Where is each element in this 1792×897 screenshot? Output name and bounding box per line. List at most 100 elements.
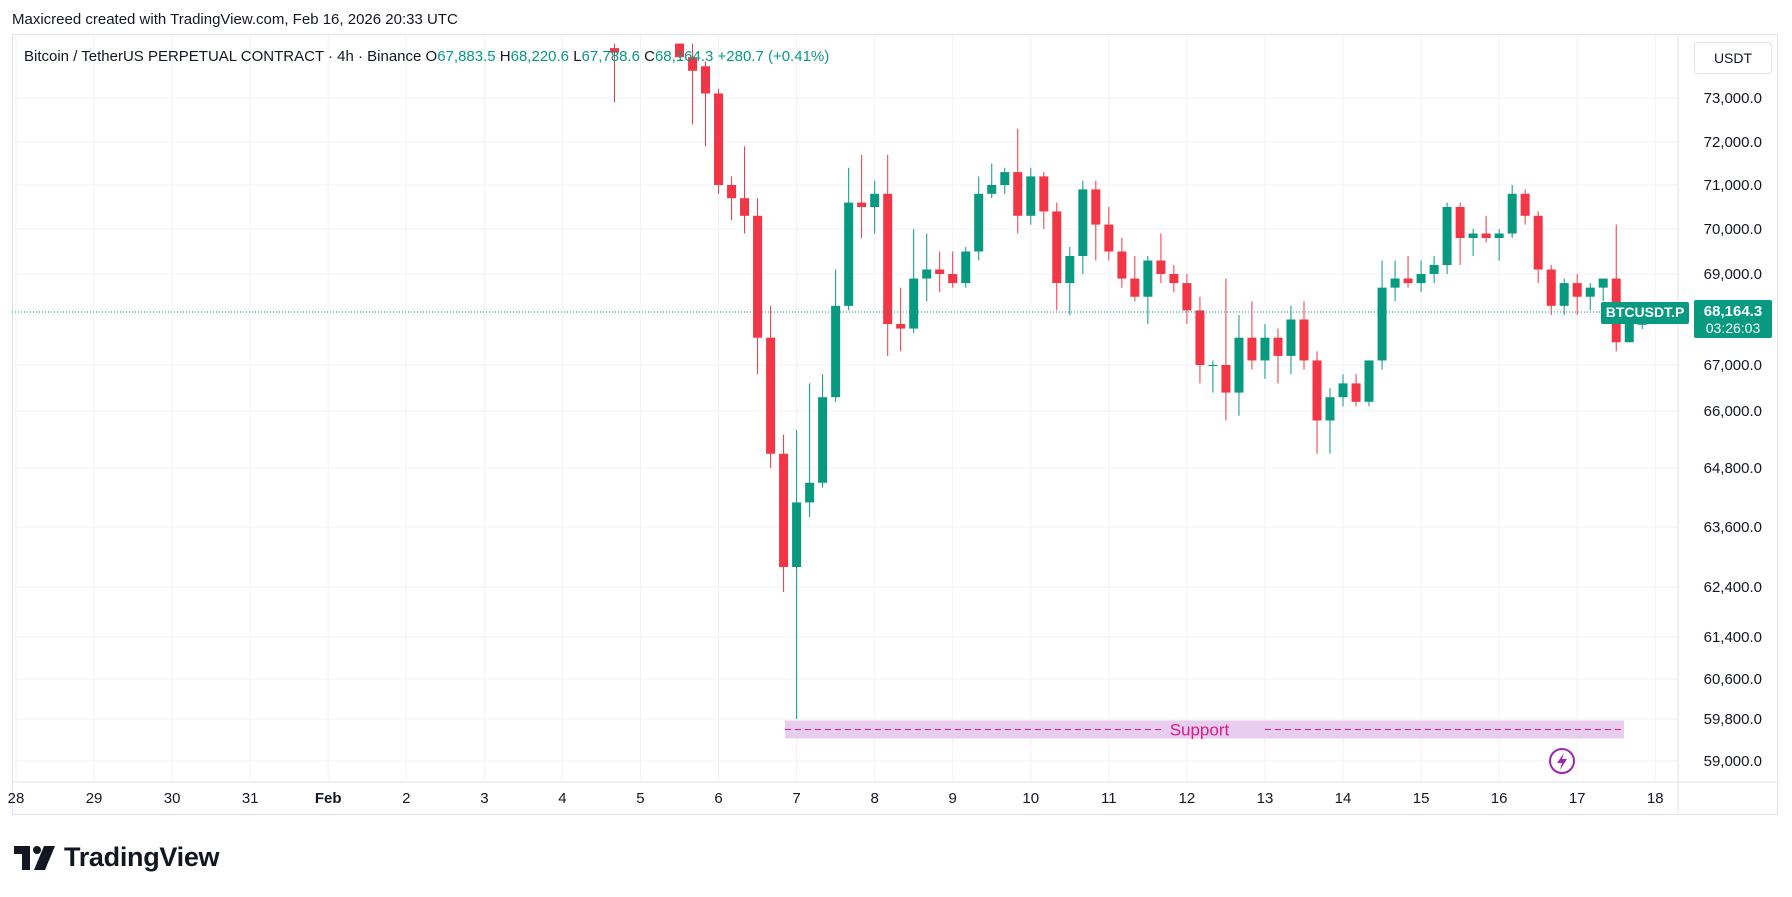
- tradingview-logo[interactable]: TradingView: [14, 842, 220, 873]
- candle-body: [1390, 278, 1400, 288]
- price-tag-value: 68,164.3: [1704, 303, 1762, 320]
- candle-body: [857, 202, 867, 207]
- candle: [1390, 260, 1400, 302]
- time-tick-label: Feb: [315, 790, 342, 807]
- candle: [831, 269, 841, 402]
- support-zone: Support: [784, 720, 1625, 740]
- candle: [1208, 360, 1218, 393]
- candle: [753, 198, 763, 375]
- candle-body: [753, 215, 763, 338]
- lightning-icon[interactable]: [1549, 748, 1575, 774]
- candle: [1286, 305, 1296, 375]
- candle-body: [1520, 193, 1530, 216]
- candle: [779, 434, 789, 592]
- candle: [1364, 360, 1374, 407]
- candle-body: [987, 185, 997, 194]
- candle-body: [1377, 287, 1387, 361]
- candle: [1403, 256, 1413, 288]
- legend-high: 68,220.6: [510, 48, 570, 65]
- candle-body: [1507, 193, 1517, 234]
- candle: [1195, 296, 1205, 384]
- candles: [609, 43, 1647, 719]
- time-tick-label: 4: [558, 790, 566, 807]
- price-tick-label: 70,000.0: [1704, 221, 1762, 238]
- currency-unit-button[interactable]: USDT: [1694, 42, 1772, 74]
- legend-change: +280.7 (+0.41%): [717, 48, 830, 65]
- candle-body: [974, 193, 984, 252]
- legend-low-label: L: [573, 48, 582, 65]
- candle-body: [818, 397, 828, 483]
- candle: [1117, 238, 1127, 288]
- candle: [1091, 180, 1101, 261]
- candle-body: [1546, 269, 1556, 306]
- price-tick-label: 60,600.0: [1704, 671, 1762, 688]
- price-tag-countdown: 03:26:03: [1706, 320, 1761, 336]
- time-tick-label: 31: [242, 790, 259, 807]
- candle: [766, 305, 776, 468]
- candle: [1052, 202, 1062, 311]
- price-tick-label: 59,000.0: [1704, 753, 1762, 770]
- candle-body: [883, 193, 893, 325]
- candle-body: [1039, 176, 1049, 212]
- candle: [1507, 185, 1517, 238]
- candle: [714, 88, 724, 194]
- price-tick-label: 71,000.0: [1704, 177, 1762, 194]
- candle: [1377, 260, 1387, 370]
- candle-body: [1000, 172, 1010, 185]
- candle-body: [766, 337, 776, 454]
- candle-body: [1559, 283, 1569, 306]
- price-tick-label: 66,000.0: [1704, 403, 1762, 420]
- candle-body: [701, 66, 711, 94]
- legend-high-label: H: [499, 48, 511, 65]
- candle-body: [1403, 278, 1413, 284]
- candle: [896, 287, 906, 352]
- candle: [1000, 167, 1010, 194]
- price-tag-bg: [1694, 300, 1772, 338]
- time-tick-label: 11: [1101, 790, 1117, 807]
- candle: [987, 163, 997, 199]
- candle-body: [688, 57, 698, 71]
- chart-frame[interactable]: [12, 34, 1778, 815]
- candle-body: [1455, 207, 1465, 238]
- candle-body: [831, 305, 841, 398]
- price-tags: BTCUSDT.P 68,164.303:26:03: [1549, 300, 1772, 774]
- candle: [701, 61, 711, 147]
- price-tick-label: 67,000.0: [1704, 357, 1762, 374]
- time-tick-label: 13: [1257, 790, 1274, 807]
- candle: [1260, 324, 1270, 379]
- chart-legend: Bitcoin / TetherUS PERPETUAL CONTRACT · …: [24, 48, 829, 65]
- candle: [922, 233, 932, 302]
- candle-body: [1442, 207, 1452, 265]
- candle-body: [1143, 260, 1153, 297]
- candle-body: [1338, 383, 1348, 398]
- time-tick-label: 17: [1569, 790, 1586, 807]
- time-tick-label: 14: [1335, 790, 1352, 807]
- candle: [935, 251, 945, 293]
- candle: [1325, 388, 1335, 454]
- candle-body: [922, 269, 932, 279]
- candle-body: [779, 453, 789, 567]
- candle: [1273, 328, 1283, 384]
- candle: [883, 154, 893, 356]
- chart-credit: Maxicreed created with TradingView.com, …: [12, 11, 458, 28]
- candle: [792, 430, 802, 719]
- candle-body: [675, 43, 685, 58]
- candle: [1416, 260, 1426, 293]
- candle-body: [1065, 256, 1075, 284]
- lightning-icon-bolt: [1557, 753, 1567, 770]
- candle-body: [870, 193, 880, 207]
- candle-body: [1234, 337, 1244, 393]
- time-tick-label: 3: [480, 790, 488, 807]
- candle-body: [1585, 287, 1595, 297]
- candle: [961, 247, 971, 288]
- candle: [1429, 256, 1439, 284]
- time-tick-label: 18: [1647, 790, 1664, 807]
- candle-body: [1416, 274, 1426, 284]
- candle-body: [935, 269, 945, 274]
- candle: [1234, 314, 1244, 416]
- candle-body: [1091, 189, 1101, 225]
- candle: [1143, 256, 1153, 325]
- candle-body: [948, 274, 958, 284]
- candle: [1442, 202, 1452, 274]
